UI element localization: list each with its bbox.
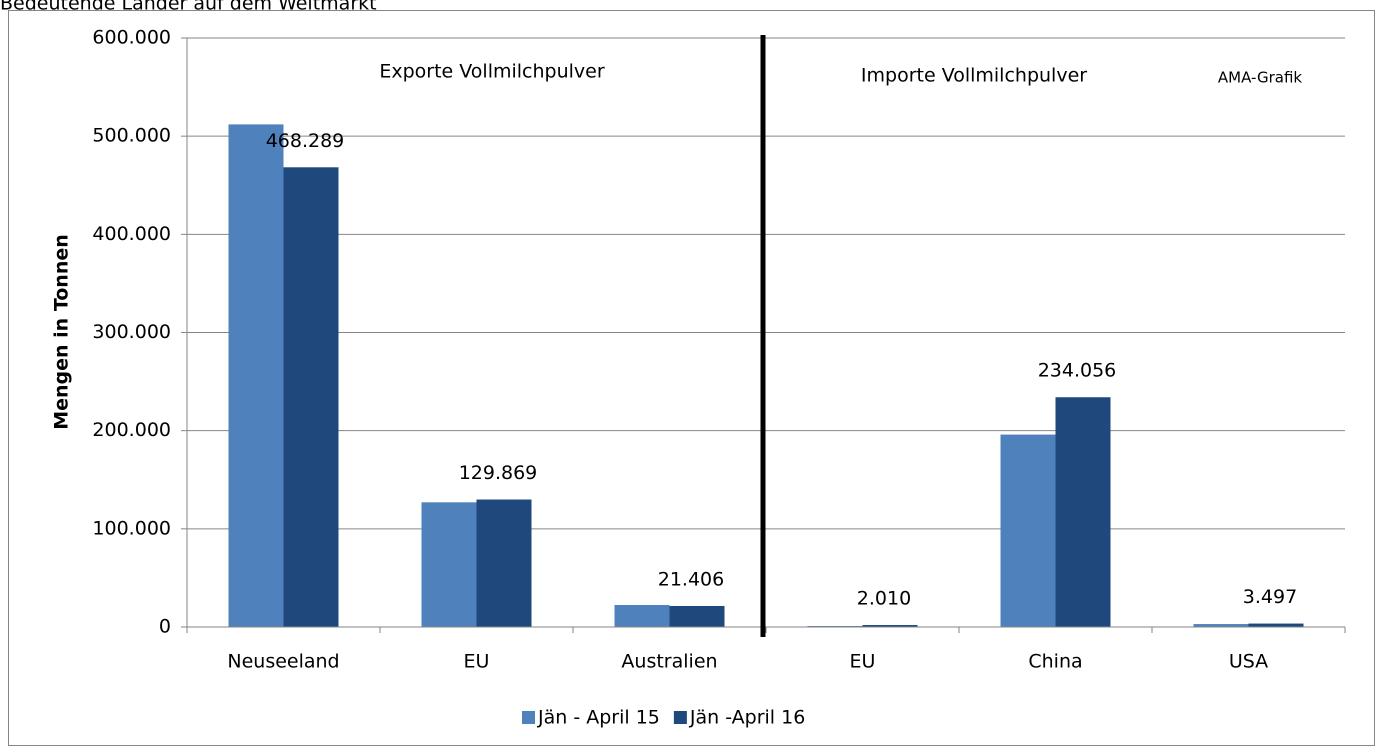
bar (669, 605, 725, 627)
x-tick-label: EU (850, 651, 876, 673)
bar (228, 124, 284, 628)
data-label: 234.056 (1038, 360, 1117, 382)
y-tick-label: 200.000 (92, 419, 171, 441)
data-label: 2.010 (857, 588, 911, 610)
bar (1055, 397, 1111, 627)
chart-title: Bedeutende Länder auf dem Weltmarkt (0, 0, 377, 15)
legend-label: Jän -April 16 (689, 707, 805, 729)
legend-label: Jän - April 15 (537, 707, 660, 729)
bar (476, 499, 532, 627)
legend-swatch (522, 711, 535, 724)
bar (1193, 624, 1249, 627)
y-tick-label: 100.000 (92, 517, 171, 539)
y-tick-label: 400.000 (92, 223, 171, 245)
data-label: 129.869 (459, 462, 538, 484)
annotation: AMA-Grafik (1218, 69, 1303, 87)
x-tick-label: China (1028, 651, 1082, 673)
x-tick-label: Neuseeland (227, 651, 339, 673)
chart-border (8, 10, 1375, 746)
x-tick-label: EU (464, 651, 490, 673)
data-label: 3.497 (1243, 586, 1297, 608)
y-tick-label: 300.000 (92, 321, 171, 343)
legend-swatch (673, 711, 687, 724)
x-tick-label: Australien (621, 651, 717, 673)
bar (614, 605, 670, 627)
y-tick-label: 500.000 (92, 125, 171, 147)
bar (1000, 434, 1056, 627)
y-axis-label: Mengen in Tonnen (51, 234, 73, 430)
bar (1248, 623, 1304, 627)
data-label: 21.406 (658, 568, 724, 590)
y-tick-label: 600.000 (92, 27, 171, 49)
y-tick-label: 0 (159, 616, 171, 638)
bar (421, 502, 477, 627)
x-tick-label: USA (1229, 651, 1268, 673)
bar (283, 167, 339, 627)
bar (862, 625, 918, 627)
annotation: Importe Vollmilchpulver (861, 65, 1087, 87)
annotation: Exporte Vollmilchpulver (379, 61, 604, 83)
data-label: 468.289 (266, 130, 345, 152)
